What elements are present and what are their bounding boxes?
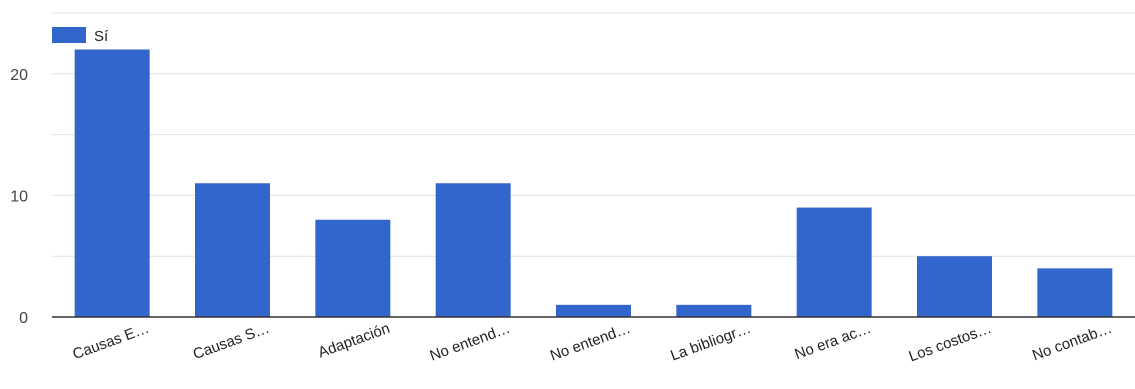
x-category-label: No entend… — [548, 320, 633, 365]
legend[interactable]: Sí — [52, 27, 109, 45]
bar[interactable] — [435, 183, 511, 317]
bar[interactable] — [676, 304, 752, 317]
y-tick-label: 20 — [10, 67, 28, 84]
bar[interactable] — [796, 207, 872, 317]
x-category-label: Los costos… — [907, 320, 994, 366]
x-category-labels: Causas E… Causas S… Adaptación No entend… No… — [71, 320, 1115, 366]
bar[interactable] — [74, 49, 150, 317]
y-tick-labels: 0 10 20 — [10, 67, 28, 327]
y-tick-label: 0 — [19, 310, 28, 327]
legend-swatch — [52, 27, 86, 43]
bar[interactable] — [1037, 268, 1113, 317]
x-category-label: Adaptación — [316, 320, 392, 362]
x-category-label: No entend… — [428, 320, 513, 365]
bar[interactable] — [556, 304, 631, 317]
x-category-label: No era ac… — [793, 320, 874, 363]
bar[interactable] — [315, 219, 391, 317]
bar[interactable] — [195, 183, 270, 317]
legend-label: Sí — [94, 28, 109, 45]
bar[interactable] — [917, 256, 992, 317]
x-category-label: Causas S… — [191, 320, 272, 363]
x-category-label: Causas E… — [71, 320, 152, 363]
x-category-label: No contab… — [1030, 320, 1114, 364]
y-tick-label: 10 — [10, 188, 28, 205]
x-category-label: La bibliogr… — [668, 320, 753, 365]
bars — [74, 49, 1113, 317]
